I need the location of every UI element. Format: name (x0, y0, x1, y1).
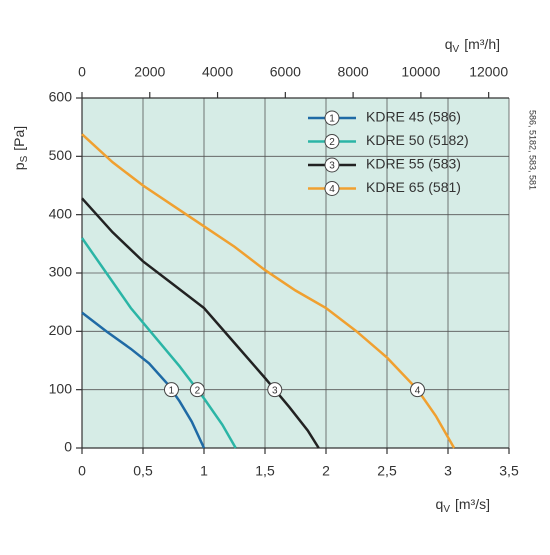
legend-label: KDRE 55 (583) (366, 156, 461, 172)
y-tick-label: 500 (49, 147, 73, 163)
side-note: 586, 5182, 583, 581 (528, 110, 538, 190)
x-tick-label: 3,5 (499, 463, 519, 479)
x-tick-label: 2,5 (377, 463, 397, 479)
x2-tick-label: 10000 (401, 64, 440, 80)
x2-tick-label: 2000 (134, 64, 165, 80)
curve-badge (324, 181, 340, 196)
curve-badge (189, 382, 205, 398)
x-tick-label: 1,5 (255, 463, 275, 479)
curve-badge-label: 4 (329, 184, 335, 195)
curve-badge-label: 3 (329, 161, 335, 172)
curve-badge-label: 3 (272, 385, 278, 396)
x2-axis-label-unit: [m³/h] (464, 36, 500, 52)
curve-badge (410, 382, 425, 398)
x-axis-label-symbol: q (436, 496, 444, 512)
x2-tick-label: 8000 (338, 64, 369, 80)
x-axis-label: qV [m³/s] (436, 496, 490, 515)
y-axis-label: pS [Pa] (11, 126, 30, 170)
legend-label: KDRE 65 (581) (366, 179, 461, 195)
y-tick-label: 400 (49, 205, 73, 221)
curve-badge-label: 2 (195, 385, 201, 396)
curve-badge-label: 1 (169, 385, 175, 396)
curve-badge-label: 2 (329, 137, 335, 148)
x-axis-label-subscript: V (443, 504, 450, 515)
x2-axis-label-symbol: q (445, 36, 453, 52)
legend-label: KDRE 45 (586) (366, 109, 461, 125)
x2-tick-label: 4000 (202, 64, 233, 80)
curve-badge (163, 382, 179, 398)
y-tick-label: 0 (64, 439, 72, 455)
curve-badge-label: 1 (329, 114, 335, 125)
x2-tick-label: 12000 (469, 64, 508, 80)
y-tick-label: 200 (49, 322, 73, 338)
curve-badge (324, 157, 340, 173)
series-line (81, 311, 206, 449)
series-line (81, 197, 320, 449)
curve-badge (267, 382, 283, 398)
x-tick-label: 0 (78, 463, 86, 479)
x2-tick-label: 0 (78, 64, 86, 80)
curve-badge-label: 4 (415, 385, 421, 396)
legend-label: KDRE 50 (5182) (366, 132, 469, 148)
series-line (80, 237, 237, 449)
x2-axis-label-subscript: V (453, 44, 460, 55)
x-tick-label: 3 (444, 463, 452, 479)
x2-tick-label: 6000 (270, 64, 301, 80)
y-tick-label: 600 (49, 89, 73, 105)
x-tick-label: 1 (200, 463, 208, 479)
y-tick-label: 100 (49, 380, 73, 396)
y-tick-label: 300 (49, 264, 73, 280)
y-axis-label-unit: [Pa] (11, 126, 27, 151)
x2-axis-label: qV [m³/h] (445, 36, 500, 55)
y-axis-label-symbol: p (11, 162, 27, 170)
x-tick-label: 0,5 (133, 463, 153, 479)
y-axis-label-subscript: S (19, 155, 30, 162)
curve-badge (324, 134, 340, 149)
x-axis-label-unit: [m³/s] (455, 496, 490, 512)
curve-badge (324, 110, 340, 126)
x-tick-label: 2 (322, 463, 330, 479)
